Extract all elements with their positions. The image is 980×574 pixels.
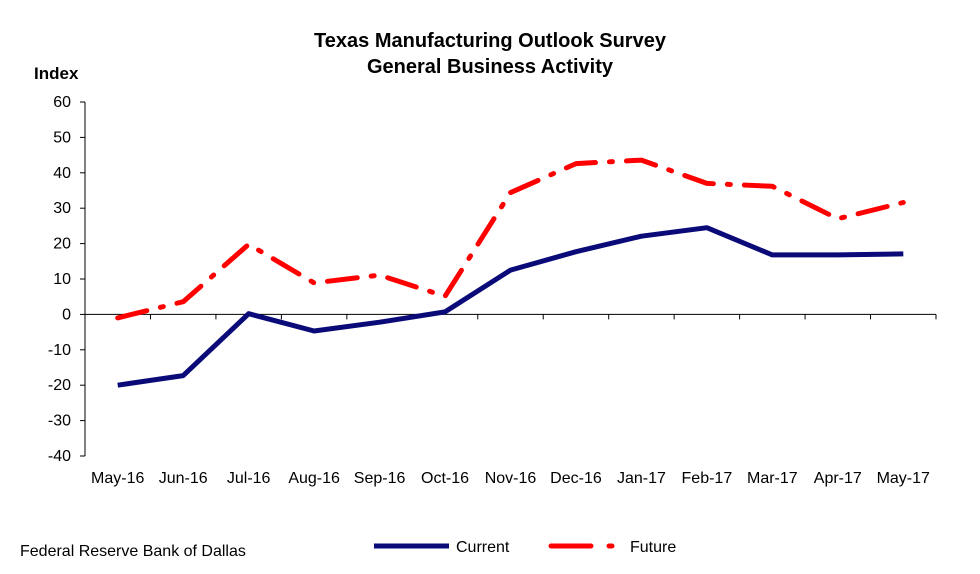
y-tick-label: -10 <box>48 342 71 359</box>
y-tick-label: -30 <box>48 413 71 430</box>
y-tick-label: 50 <box>53 129 71 146</box>
series-line-future <box>115 157 906 321</box>
x-tick-label: Mar-17 <box>747 470 798 487</box>
y-tick-label: 40 <box>53 165 71 182</box>
y-tick-label: 20 <box>53 236 71 253</box>
x-tick-labels: May-16 Jun-16 Jul-16 Aug-16 Sep-16 Oct-16 Nov-… <box>91 470 930 487</box>
y-tick-labels: 60 50 40 30 20 10 0 -10 -20 -30 -40 <box>48 94 71 465</box>
x-tick-label: Nov-16 <box>485 470 537 487</box>
series-line-current <box>117 225 904 388</box>
y-tick-label: 10 <box>53 271 71 288</box>
y-tick-label: -20 <box>48 377 71 394</box>
y-tick-label: 0 <box>62 306 71 323</box>
chart-title: Texas Manufacturing Outlook Survey <box>314 30 666 52</box>
y-tick-label: -40 <box>48 448 71 465</box>
x-tick-label: Jan-17 <box>617 470 666 487</box>
x-tick-label: Jun-16 <box>159 470 208 487</box>
y-axis-label: Index <box>34 64 79 83</box>
axes <box>80 101 937 457</box>
legend-label-current: Current <box>456 539 510 556</box>
y-tick-label: 60 <box>53 94 71 111</box>
x-tick-label: Oct-16 <box>421 470 469 487</box>
source-note: Federal Reserve Bank of Dallas <box>20 543 246 560</box>
x-tick-label: Apr-17 <box>814 470 862 487</box>
y-tick-label: 30 <box>53 200 71 217</box>
x-tick-label: May-16 <box>91 470 144 487</box>
x-tick-label: Aug-16 <box>288 470 340 487</box>
legend-label-future: Future <box>630 539 676 556</box>
x-tick-label: Jul-16 <box>227 470 271 487</box>
series-lines <box>115 157 906 388</box>
chart-subtitle: General Business Activity <box>366 56 614 78</box>
legend: Current Future <box>374 539 676 556</box>
x-tick-label: Sep-16 <box>354 470 406 487</box>
x-tick-label: Feb-17 <box>682 470 733 487</box>
x-tick-label: May-17 <box>877 470 930 487</box>
x-tick-label: Dec-16 <box>550 470 602 487</box>
